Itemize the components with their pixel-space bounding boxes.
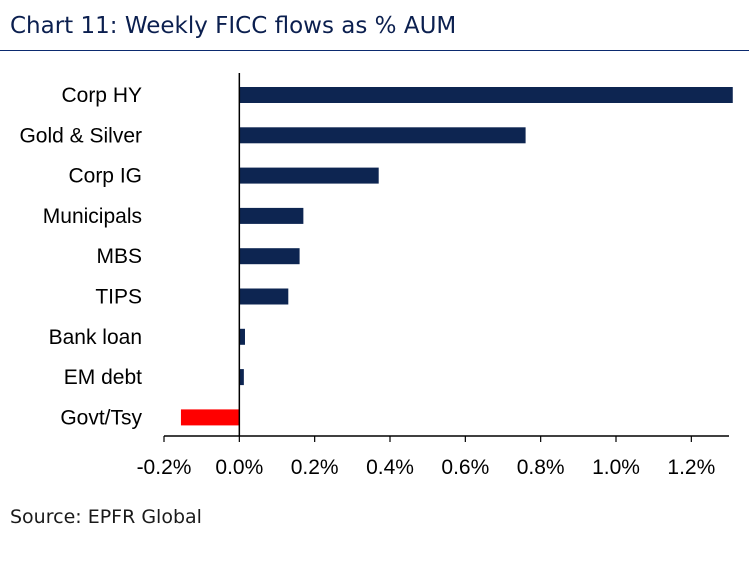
x-tick-label: 0.0% — [215, 456, 263, 479]
tick-labels: -0.2% 0.0% 0.2% 0.4% 0.6% 0.8% 1.0% 1.2% — [137, 456, 716, 479]
title-divider — [0, 50, 749, 51]
category-labels: Corp HY Gold & Silver Corp IG Municipals MBS… — [19, 84, 142, 429]
category-label-corp-ig: Corp IG — [68, 165, 142, 188]
category-label-tips: TIPS — [95, 286, 142, 309]
category-label-em-debt: EM debt — [64, 366, 142, 389]
bar-municipals — [239, 207, 304, 224]
bar-em-debt — [239, 369, 244, 386]
category-label-corp-hy: Corp HY — [61, 84, 142, 107]
x-tick-label: -0.2% — [137, 456, 192, 479]
axes-group — [163, 73, 729, 442]
category-label-municipals: Municipals — [43, 205, 142, 228]
x-tick-label: 1.0% — [592, 456, 640, 479]
category-label-gold-silver: Gold & Silver — [19, 124, 142, 147]
bar-gold-silver — [239, 127, 526, 144]
bar-corp-ig — [239, 167, 379, 184]
chart-title: Chart 11: Weekly FICC flows as % AUM — [10, 13, 457, 39]
source-note: Source: EPFR Global — [10, 506, 202, 528]
bar-govt-tsy — [180, 409, 240, 426]
x-tick-label: 0.4% — [366, 456, 414, 479]
x-tick-label: 0.6% — [441, 456, 489, 479]
bar-tips — [239, 288, 289, 305]
bar-bank-loan — [239, 328, 245, 345]
bar-corp-hy — [239, 87, 733, 103]
bar-mbs — [239, 248, 300, 265]
x-tick-label: 0.2% — [291, 456, 339, 479]
category-label-govt-tsy: Govt/Tsy — [60, 406, 142, 429]
category-label-mbs: MBS — [96, 245, 142, 268]
x-tick-label: 1.2% — [667, 456, 715, 479]
category-label-bank-loan: Bank loan — [49, 326, 142, 349]
bars-group — [180, 87, 733, 426]
x-tick-label: 0.8% — [517, 456, 565, 479]
